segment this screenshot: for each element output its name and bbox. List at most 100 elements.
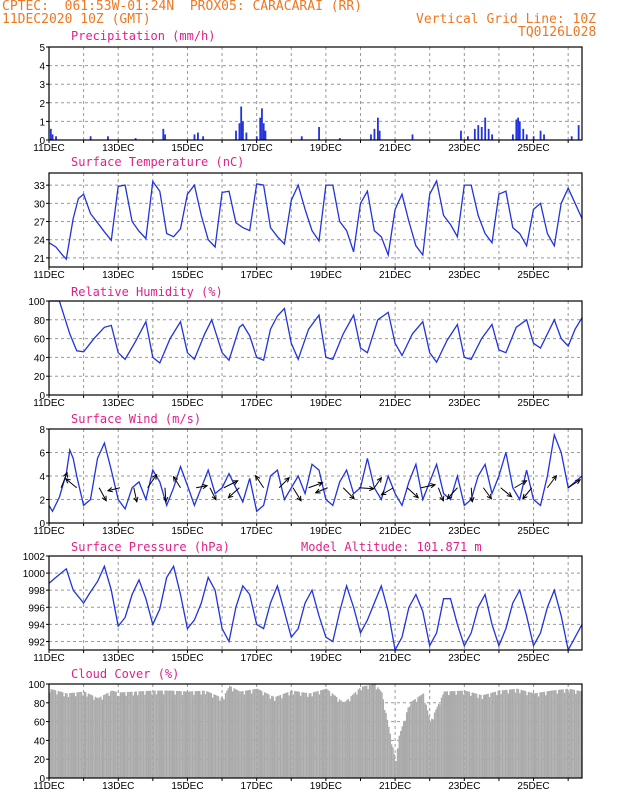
pres-ytick-label: 1002 (23, 552, 46, 563)
cloud-bar (237, 690, 240, 778)
cloud-bar (363, 686, 365, 778)
temp-ytick-label: 27 (34, 218, 46, 229)
cloud-bar (252, 689, 254, 778)
cloud-bar (285, 692, 287, 778)
rh-xtick-label: 11DEC (33, 398, 65, 409)
cloud-bar (542, 691, 544, 778)
cloud-bar (170, 690, 172, 778)
cloud-bar (494, 691, 497, 778)
cloud-bar (379, 690, 382, 778)
cloud-bar (240, 691, 243, 778)
cloud-bar (516, 688, 518, 778)
pres-xtick-label: 23DEC (448, 653, 480, 664)
cloud-bar (418, 696, 421, 778)
cloud-ytick-label: 60 (34, 718, 46, 729)
cloud-bar (408, 706, 411, 778)
wind-arrow (227, 487, 240, 499)
rh-frame (48, 300, 583, 396)
wind-xtick-label: 17DEC (241, 526, 273, 537)
cloud-bar (265, 692, 267, 778)
temperature-panel: Surface Temperature (nC) 21 24 27 30 33 11DEC… (33, 155, 583, 281)
precip-bar (466, 136, 469, 140)
pressure-panel: Surface Pressure (hPa) Model Altitude: 1… (23, 540, 583, 664)
cloud-bar (223, 699, 225, 778)
cloud-bar (206, 691, 208, 778)
cloud-bar (433, 712, 436, 778)
cloud-bar (204, 694, 207, 778)
cloud-bar (263, 692, 266, 778)
temp-xtick-label: 23DEC (448, 270, 480, 281)
cloud-bar (335, 696, 338, 778)
cloud-bar (132, 695, 135, 778)
wind-arrow (64, 478, 78, 489)
cloud-bar (563, 692, 566, 778)
cloud-bar (214, 694, 217, 778)
wind-arrow (373, 476, 382, 489)
precip-bar (264, 130, 267, 140)
cloud-bar (79, 691, 81, 778)
cloud-bar (503, 690, 505, 778)
cloud-bar (174, 694, 176, 778)
wind-ytick-label: 8 (39, 425, 45, 436)
cloud-bar (523, 690, 525, 778)
cloud-bar (284, 693, 286, 778)
precip-bar (373, 128, 376, 140)
precip-bar (107, 136, 109, 140)
cloud-bar (308, 693, 311, 778)
cloud-bar (471, 692, 473, 778)
cloud-bar (390, 744, 393, 778)
cloud-bar (377, 687, 379, 778)
wind-arrow (254, 474, 265, 489)
precip-bar (491, 134, 494, 140)
cloud-bar (483, 694, 485, 778)
rh-ytick-label: 100 (28, 297, 45, 308)
cloud-bar (161, 690, 163, 778)
cloud-bar (368, 685, 371, 778)
cloud-bar (413, 699, 415, 778)
cloud-bar (553, 690, 556, 778)
cloud-ytick-label: 100 (28, 680, 45, 691)
cloud-bar (278, 695, 280, 778)
rh-xtick-label: 21DEC (379, 398, 411, 409)
cloud-ytick-label: 0 (39, 774, 45, 785)
precip-bar (255, 136, 258, 140)
cloud-bar (522, 690, 524, 778)
pres-xtick-label: 15DEC (171, 653, 203, 664)
wind-arrow (196, 483, 209, 490)
cloud-bar (435, 709, 437, 778)
cloud-bar (80, 691, 83, 778)
cloud-bar (504, 689, 507, 778)
cloud-bar (350, 696, 352, 778)
cloud-bar (94, 696, 97, 778)
precipitation-title: Precipitation (mm/h) (71, 29, 216, 43)
wind-ytick-label: 0 (39, 519, 45, 530)
cloud-bar (91, 695, 94, 778)
rh-line (49, 300, 583, 365)
cloud-bar (175, 690, 178, 778)
cloud-bar (513, 689, 515, 778)
cloud-bar (155, 694, 158, 778)
cloud-bar (51, 689, 54, 778)
rh-ytick-label: 20 (34, 372, 46, 383)
wind-xtick-label: 19DEC (310, 526, 342, 537)
cloud-bar (540, 692, 543, 778)
precip-bar (539, 130, 542, 140)
cloud-bar (102, 695, 105, 778)
cloud-bar (289, 691, 292, 778)
cloud-bar (82, 695, 84, 778)
precip-bar (134, 138, 137, 140)
cloud-bar (475, 693, 478, 778)
cloud-bar (575, 693, 577, 778)
cloud-bar (279, 694, 282, 778)
cloud-bar (147, 690, 149, 778)
pres-xtick-label: 19DEC (310, 653, 342, 664)
cloud-bar (168, 690, 171, 778)
cloud-bar (291, 690, 293, 778)
cloud-bar (275, 696, 277, 778)
rh-xtick-label: 19DEC (310, 398, 342, 409)
cloud-bar (183, 691, 185, 778)
cloud-bar (420, 695, 422, 778)
cloud-bar (201, 690, 204, 778)
wind-arrow (163, 487, 169, 503)
cloud-bar (543, 691, 546, 778)
